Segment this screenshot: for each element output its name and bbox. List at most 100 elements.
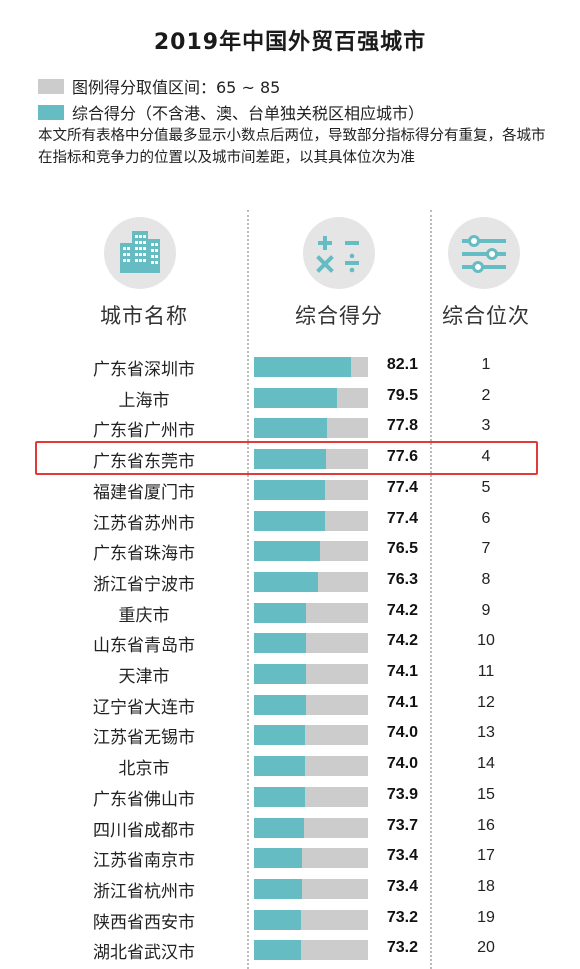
score-range-track xyxy=(254,449,368,470)
city-label: 江苏省苏州市 xyxy=(93,513,195,534)
city-label: 江苏省南京市 xyxy=(93,851,195,872)
table-row: 天津市 74.1 11 xyxy=(0,659,580,690)
table-row: 江苏省苏州市 77.4 6 xyxy=(0,506,580,537)
table-row: 广东省东莞市 77.6 4 xyxy=(0,444,580,475)
rank-label: 11 xyxy=(477,663,495,680)
score-value-label: 74.2 xyxy=(386,601,418,619)
rank-label: 9 xyxy=(481,601,491,619)
rank-label: 7 xyxy=(481,540,491,558)
city-buildings-icon xyxy=(102,215,178,291)
score-bar xyxy=(254,633,307,654)
score-value-label: 74.0 xyxy=(386,755,418,773)
score-bar xyxy=(254,510,325,531)
city-label: 江苏省无锡市 xyxy=(93,728,195,749)
table-row: 浙江省杭州市 73.4 18 xyxy=(0,874,580,905)
rank-label: 4 xyxy=(481,448,491,466)
score-value-label: 79.5 xyxy=(386,386,418,404)
score-bar xyxy=(254,756,306,777)
city-label: 浙江省宁波市 xyxy=(93,574,195,595)
score-bar xyxy=(254,541,320,562)
rank-label: 15 xyxy=(477,785,495,803)
score-bar xyxy=(254,694,306,715)
score-value-label: 74.1 xyxy=(386,663,418,680)
score-range-track xyxy=(254,602,368,623)
score-range-track xyxy=(254,664,368,684)
score-range-track xyxy=(254,694,368,715)
table-row: 重庆市 74.2 9 xyxy=(0,598,580,629)
city-label: 广东省佛山市 xyxy=(93,789,195,810)
city-label: 广东省东莞市 xyxy=(93,452,195,473)
legend-item-range: 图例得分取值区间：65 ~ 85 xyxy=(38,76,280,97)
score-value-label: 73.4 xyxy=(386,877,418,895)
column-header-score: 综合得分 xyxy=(295,304,383,328)
table-row: 福建省厦门市 77.4 5 xyxy=(0,475,580,506)
score-value-label: 77.8 xyxy=(386,417,418,435)
score-bar xyxy=(254,449,326,470)
highlight-box xyxy=(35,441,538,476)
table-row: 广东省佛山市 73.9 15 xyxy=(0,782,580,813)
table-row: 陕西省西安市 73.2 19 xyxy=(0,905,580,936)
city-label: 辽宁省大连市 xyxy=(93,697,195,718)
calculator-icon xyxy=(301,215,377,291)
score-bar xyxy=(254,664,306,684)
city-label: 陕西省西安市 xyxy=(93,912,195,933)
column-divider xyxy=(430,210,432,969)
legend-item-score: 综合得分（不含港、澳、台单独关税区相应城市） xyxy=(38,102,425,123)
city-label: 福建省厦门市 xyxy=(93,482,195,503)
score-value-label: 73.9 xyxy=(386,785,418,803)
city-label: 浙江省杭州市 xyxy=(93,881,195,902)
table-row: 广东省深圳市 82.1 1 xyxy=(0,352,580,383)
score-range-track xyxy=(254,510,368,531)
city-label: 湖北省武汉市 xyxy=(93,943,195,964)
city-label: 广东省珠海市 xyxy=(93,544,195,565)
score-value-label: 77.6 xyxy=(386,448,418,466)
table-row: 广东省广州市 77.8 3 xyxy=(0,413,580,444)
table-row: 北京市 74.0 14 xyxy=(0,751,580,782)
rank-label: 12 xyxy=(477,693,495,711)
score-bar xyxy=(254,571,319,592)
table-row: 上海市 79.5 2 xyxy=(0,383,580,414)
table-row: 四川省成都市 73.7 16 xyxy=(0,813,580,844)
score-range-track xyxy=(254,479,368,500)
rank-label: 3 xyxy=(481,417,491,435)
score-value-label: 73.2 xyxy=(386,939,418,957)
rank-label: 8 xyxy=(481,570,491,588)
score-bar xyxy=(254,909,301,930)
city-label: 广东省深圳市 xyxy=(93,360,195,380)
score-bar xyxy=(254,786,305,807)
rank-label: 19 xyxy=(477,908,495,926)
score-range-track xyxy=(254,633,368,654)
score-bar xyxy=(254,848,302,869)
city-label: 广东省广州市 xyxy=(93,421,195,442)
legend-label-score: 综合得分（不含港、澳、台单独关税区相应城市） xyxy=(72,104,425,123)
score-range-track xyxy=(254,418,368,439)
score-bar xyxy=(254,817,304,838)
column-header-rank: 综合位次 xyxy=(442,304,530,328)
score-value-label: 77.4 xyxy=(386,478,418,496)
rank-label: 10 xyxy=(477,632,495,650)
chart-title: 2019年中国外贸百强城市 xyxy=(153,30,427,55)
rank-label: 16 xyxy=(477,816,495,834)
score-value-label: 73.7 xyxy=(386,816,418,834)
score-bar xyxy=(254,479,325,500)
score-range-track xyxy=(254,909,368,930)
legend-swatch-score xyxy=(38,104,64,120)
rank-label: 18 xyxy=(477,877,495,895)
city-label: 北京市 xyxy=(118,759,170,780)
table-row: 湖北省武汉市 73.2 20 xyxy=(0,935,580,966)
score-range-track xyxy=(254,786,368,807)
score-range-track xyxy=(254,571,368,592)
score-bar xyxy=(254,878,302,899)
score-bar xyxy=(254,725,306,746)
legend-swatch-range xyxy=(38,78,64,94)
score-value-label: 74.0 xyxy=(386,724,418,742)
table-row: 江苏省南京市 73.4 17 xyxy=(0,843,580,874)
table-row: 辽宁省大连市 74.1 12 xyxy=(0,690,580,721)
rank-label: 5 xyxy=(481,478,491,496)
column-header-city: 城市名称 xyxy=(100,304,188,328)
rank-label: 2 xyxy=(481,386,491,404)
score-range-track xyxy=(254,817,368,838)
table-row: 广东省珠海市 76.5 7 xyxy=(0,536,580,567)
score-bar xyxy=(254,602,307,623)
score-range-track xyxy=(254,756,368,777)
